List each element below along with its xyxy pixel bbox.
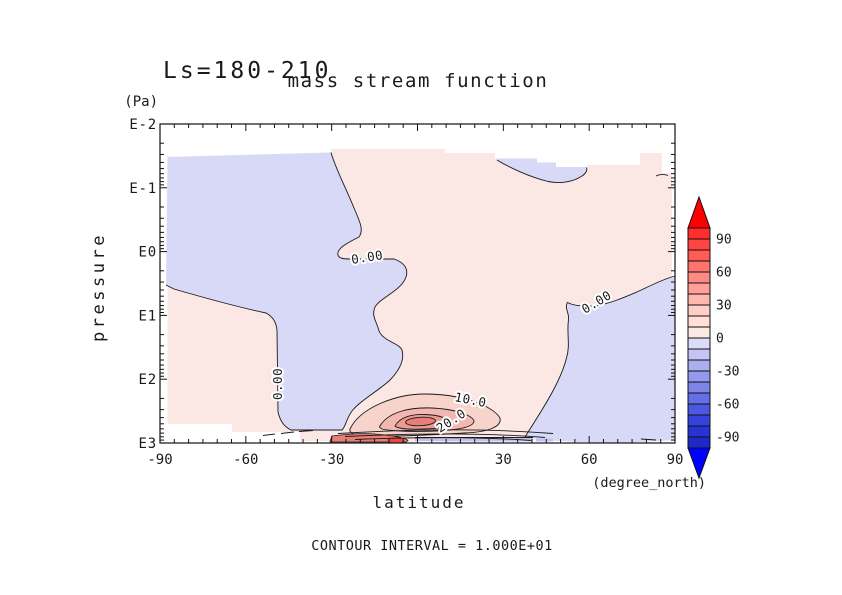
region-negative-strip-2	[536, 438, 553, 442]
region-positive-40	[405, 416, 436, 427]
colorbar-tick-label: 0	[716, 332, 724, 347]
colorbar-box	[687, 425, 711, 438]
x-axis-unit: (degree_north)	[592, 475, 706, 491]
y-tick-labels: E-2 E-1 E0 E1 E2 E3	[129, 117, 157, 452]
y-axis-label: pressure	[89, 232, 109, 342]
panel-title: Ls=180-210	[163, 58, 331, 84]
contour-label-zero-left-vertical: 0.00	[270, 368, 285, 400]
colorbar-box	[687, 370, 711, 383]
x-tick-label: 30	[495, 452, 512, 468]
plot-frame	[159, 123, 676, 444]
colorbar-labels: 90 60 30 0 -30 -60 -90	[716, 233, 739, 446]
y-tick-label: E-1	[129, 181, 157, 197]
colorbar-arrow-bottom	[687, 447, 711, 480]
colorbar-box	[687, 326, 711, 339]
colorbar-box	[687, 414, 711, 427]
colorbar-box	[687, 436, 711, 449]
colorbar-box	[687, 403, 711, 416]
x-tick-label: 0	[413, 452, 421, 468]
colorbar-tick-label: 90	[716, 233, 732, 248]
y-tick-label: E-2	[129, 117, 157, 133]
colorbar-box	[687, 304, 711, 317]
main-title: mass stream function	[288, 70, 549, 92]
dash-contour-5	[655, 173, 669, 177]
colorbar-arrow-top	[687, 195, 711, 229]
x-tick-label: -30	[319, 452, 344, 468]
colorbar-box	[687, 271, 711, 284]
x-tick-label: -60	[233, 452, 258, 468]
zero-contour-upper-right	[496, 159, 588, 183]
colorbar-box	[687, 337, 711, 350]
squeezed-contours-bottom-2	[344, 433, 546, 438]
x-tick-label: -90	[147, 452, 172, 468]
dash-contour-3	[298, 430, 314, 432]
y-tick-label: E0	[139, 245, 157, 261]
colorbar-box	[687, 359, 711, 372]
contour-lines	[165, 152, 676, 441]
contour-label-zero-mid: 0.00	[350, 247, 384, 267]
colorbar-box	[687, 315, 711, 328]
x-tick-label: 60	[581, 452, 598, 468]
contour-interval-note: CONTOUR INTERVAL = 1.000E+01	[311, 538, 553, 554]
region-negative-lower-right	[525, 276, 675, 443]
zero-contour-tongue	[165, 152, 408, 431]
x-tick-labels: -90 -60 -30 0 30 60 90	[147, 452, 683, 468]
colorbar-box	[687, 348, 711, 361]
y-tick-label: E1	[139, 308, 157, 324]
colorbar-box	[687, 381, 711, 394]
region-negative-upper-right	[495, 158, 587, 184]
colorbar-box	[687, 227, 711, 240]
colorbar-boxes	[687, 227, 711, 449]
x-axis-label: latitude	[372, 493, 465, 512]
colorbar-tick-label: 60	[716, 266, 732, 281]
colorbar-tick-label: 30	[716, 299, 732, 314]
filled-regions	[166, 149, 675, 443]
colorbar-tick-label: -30	[716, 365, 739, 380]
y-tick-label: E2	[139, 372, 157, 388]
colorbar-tick-label: -90	[716, 431, 739, 446]
colorbar-tick-label: -60	[716, 398, 739, 413]
y-tick-label: E3	[139, 436, 157, 452]
zero-contour-lower-right	[524, 275, 676, 438]
colorbar: 90 60 30 0 -30 -60 -90	[687, 195, 739, 480]
dash-contour-4	[640, 438, 657, 441]
colorbar-box	[687, 238, 711, 251]
y-axis-unit: (Pa)	[124, 94, 158, 110]
colorbar-box	[687, 249, 711, 262]
region-negative-tongue	[166, 152, 407, 430]
x-tick-label: 90	[667, 452, 684, 468]
squeezed-contours-bottom-1	[337, 429, 554, 434]
colorbar-box	[687, 293, 711, 306]
dash-contour-2	[280, 431, 295, 434]
colorbar-box	[687, 282, 711, 295]
colorbar-box	[687, 260, 711, 273]
dash-contour-1	[262, 433, 276, 436]
colorbar-box	[687, 392, 711, 405]
